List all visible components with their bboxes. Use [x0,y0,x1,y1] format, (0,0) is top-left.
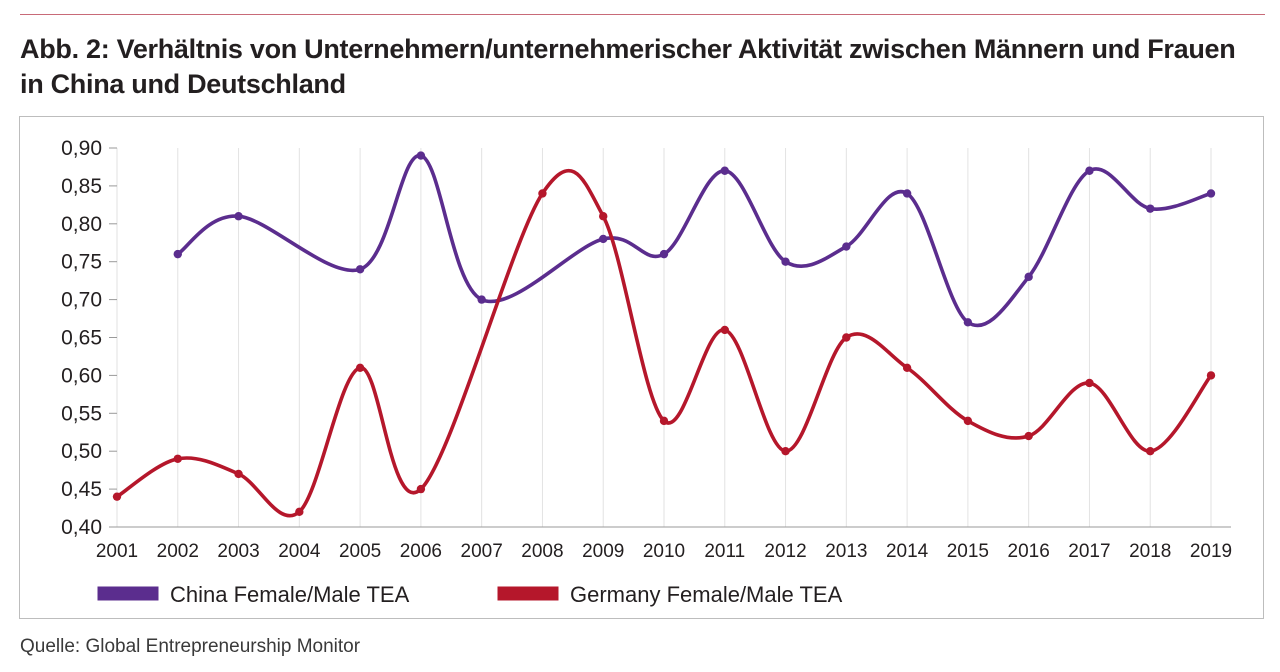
x-tick-label: 2008 [521,541,563,562]
data-point-germany [234,469,243,479]
data-point-germany [720,325,729,335]
data-point-germany [295,507,304,517]
data-point-china [781,257,790,266]
top-rule [20,14,1265,15]
x-axis: 2001 2002 2003 2004 2005 2006 2007 2008 2009 2010… [96,526,1232,562]
y-tick-label: 0,75 [61,251,102,274]
y-tick-label: 0,50 [61,440,102,463]
y-tick-label: 0,65 [61,327,102,350]
x-tick-label: 2002 [157,541,199,562]
y-axis: 0,40 0,45 0,50 0,55 0,60 0,65 0,70 0,75 0,80 0,85… [61,137,117,539]
data-point-china [963,318,973,327]
data-point-germany [1024,431,1033,441]
data-point-germany [416,484,426,494]
series-line-china [176,153,1213,328]
x-tick-label: 2004 [278,541,321,562]
data-point-germany [842,333,851,342]
y-tick-label: 0,70 [61,289,102,312]
data-point-china [173,249,182,259]
x-tick-label: 2005 [339,541,381,562]
data-point-germany [355,363,365,373]
x-tick-label: 2012 [764,541,806,562]
data-point-china [599,234,608,244]
x-tick-label: 2013 [825,541,867,562]
y-tick-label: 0,60 [61,364,102,387]
source-note: Quelle: Global Entrepreneurship Monitor [20,636,361,657]
y-tick-label: 0,55 [61,402,102,425]
data-point-germany [902,363,912,373]
x-tick-label: 2014 [886,541,929,562]
data-point-china [234,212,243,221]
y-tick-label: 0,45 [61,478,102,501]
x-tick-label: 2011 [704,541,745,562]
data-point-china [355,265,365,274]
data-point-china [1146,204,1155,213]
data-point-germany [538,189,547,198]
x-tick-label: 2010 [643,541,685,562]
y-tick-label: 0,80 [61,213,102,236]
data-point-china [1206,189,1216,198]
x-tick-label: 2019 [1190,541,1232,562]
data-point-china [1024,272,1033,282]
x-tick-label: 2009 [582,541,624,562]
legend-label-china: China Female/Male TEA [170,582,410,607]
x-tick-label: 2017 [1068,541,1110,562]
legend-swatch-germany [497,586,559,601]
data-point-germany [173,454,182,463]
x-tick-label: 2006 [400,541,442,562]
x-tick-label: 2016 [1008,541,1050,562]
x-tick-label: 2015 [947,541,989,562]
data-point-germany [1146,447,1155,456]
x-tick-label: 2007 [461,541,503,562]
data-point-germany [1206,371,1216,380]
data-point-germany [112,492,122,501]
y-tick-label: 0,85 [61,175,102,198]
figure-title: Abb. 2: Verhältnis von Unternehmern/unte… [20,34,1236,99]
x-tick-label: 2018 [1129,541,1171,562]
data-point-germany [599,212,608,221]
data-point-germany [781,447,790,456]
data-point-china [902,189,912,198]
data-point-china [659,249,669,259]
series-group [112,151,1216,518]
x-tick-label: 2003 [217,541,259,562]
legend: China Female/Male TEA Germany Female/Male… [97,582,843,607]
data-point-china [842,242,851,251]
data-point-china [416,151,426,160]
x-tick-label: 2001 [96,541,138,562]
y-tick-label: 0,90 [61,137,102,160]
data-point-china [477,295,486,304]
chart-frame: 0,40 0,45 0,50 0,55 0,60 0,65 0,70 0,75 0,80 0,85… [19,116,1264,619]
data-point-germany [963,416,973,426]
data-point-germany [659,416,669,426]
y-tick-label: 0,40 [61,516,102,539]
line-chart: 0,40 0,45 0,50 0,55 0,60 0,65 0,70 0,75 0,80 0,85… [61,137,1232,607]
data-point-germany [1085,378,1094,388]
grid-lines [116,148,1212,527]
data-point-china [1085,166,1094,175]
legend-swatch-china [97,586,159,601]
legend-label-germany: Germany Female/Male TEA [570,582,843,607]
data-point-china [720,166,729,175]
